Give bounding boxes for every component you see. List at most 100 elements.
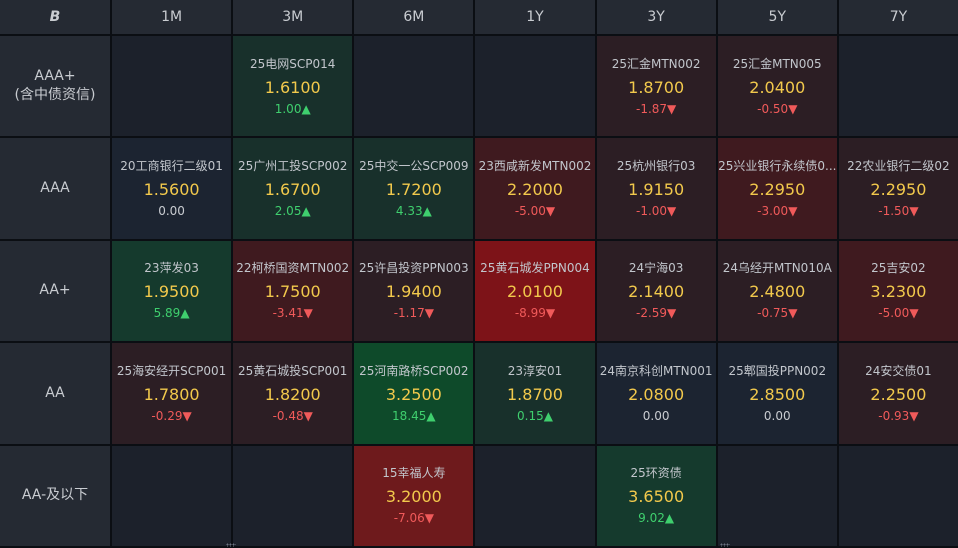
column-header-5y[interactable]: 5Y bbox=[717, 0, 837, 34]
bond-cell[interactable]: 25环资债 3.6500 9.02▲ bbox=[596, 445, 716, 546]
bond-cell[interactable]: 23淳安01 1.8700 0.15▲ bbox=[475, 343, 595, 444]
bond-cell[interactable]: 25兴业银行永续债0... 2.2950 -3.00▼ bbox=[717, 138, 837, 239]
down-arrow-icon: ▼ bbox=[788, 204, 798, 219]
bond-cell[interactable]: 24安交债01 2.2500 -0.93▼ bbox=[838, 343, 958, 444]
bond-cell[interactable]: 22柯桥国资MTN002 1.7500 -3.41▼ bbox=[233, 240, 353, 342]
column-resize-handle-icon[interactable] bbox=[226, 543, 236, 547]
yield-change: 0.00 bbox=[764, 409, 791, 424]
bond-yield: 1.8200 bbox=[264, 384, 321, 404]
bond-cell[interactable]: 25许昌投资PPN003 1.9400 -1.17▼ bbox=[354, 240, 474, 342]
yield-change: 1.00▲ bbox=[275, 102, 311, 117]
bond-cell[interactable]: 25广州工投SCP002 1.6700 2.05▲ bbox=[233, 138, 353, 239]
empty-cell bbox=[838, 445, 958, 546]
column-header-1m[interactable]: 1M bbox=[112, 0, 232, 34]
bond-cell[interactable]: 25杭州银行03 1.9150 -1.00▼ bbox=[596, 138, 716, 239]
row-header[interactable]: AA+ bbox=[0, 240, 110, 342]
bond-yield: 1.6100 bbox=[264, 77, 321, 97]
empty-cell bbox=[717, 445, 837, 546]
column-header-6m[interactable]: 6M bbox=[354, 0, 474, 34]
row-header-label: AAA+ bbox=[34, 68, 76, 85]
bond-name: 24安交债01 bbox=[865, 363, 932, 378]
bond-yield: 2.2500 bbox=[870, 384, 927, 404]
down-arrow-icon: ▼ bbox=[424, 306, 434, 321]
bond-cell[interactable]: 24南京科创MTN001 2.0800 0.00 bbox=[596, 343, 716, 444]
down-arrow-icon: ▼ bbox=[545, 306, 556, 321]
bond-cell[interactable]: 25中交一公SCP009 1.7200 4.33▲ bbox=[354, 138, 474, 239]
row-header-label: AAA bbox=[40, 180, 70, 197]
bond-cell[interactable]: 20工商银行二级01 1.5600 0.00 bbox=[112, 138, 232, 239]
row-header[interactable]: AA bbox=[0, 343, 110, 444]
bond-name: 20工商银行二级01 bbox=[120, 159, 223, 174]
down-arrow-icon: ▼ bbox=[667, 101, 677, 116]
bond-name: 25广州工投SCP002 bbox=[238, 159, 348, 174]
yield-change-value: 5.89 bbox=[153, 306, 181, 321]
bond-name: 25环资债 bbox=[630, 466, 682, 481]
column-header-3m[interactable]: 3M bbox=[233, 0, 353, 34]
down-arrow-icon: ▼ bbox=[545, 204, 556, 219]
bond-name: 22柯桥国资MTN002 bbox=[236, 261, 350, 276]
bond-yield: 2.2950 bbox=[749, 180, 806, 200]
bond-yield: 2.0800 bbox=[628, 384, 685, 404]
down-arrow-icon: ▼ bbox=[182, 408, 192, 423]
row-header-label: AA bbox=[45, 384, 65, 401]
yield-change: 0.00 bbox=[158, 204, 185, 219]
bond-cell[interactable]: 15幸福人寿 3.2000 -7.06▼ bbox=[354, 445, 474, 546]
bond-cell[interactable]: 23西咸新发MTN002 2.2000 -5.00▼ bbox=[475, 138, 595, 239]
up-arrow-icon: ▲ bbox=[180, 306, 190, 321]
yield-change: 0.00 bbox=[643, 409, 670, 424]
down-arrow-icon: ▼ bbox=[667, 204, 677, 219]
bond-yield: 1.7200 bbox=[385, 180, 442, 200]
bond-name: 24乌经开MTN010A bbox=[722, 261, 832, 276]
down-arrow-icon: ▼ bbox=[909, 306, 919, 321]
yield-change-value: 0.00 bbox=[158, 204, 185, 219]
corner-cell: B bbox=[0, 0, 110, 34]
bond-name: 25河南路桥SCP002 bbox=[359, 363, 469, 378]
row-header-label: AA+ bbox=[39, 282, 71, 299]
column-header-7y[interactable]: 7Y bbox=[838, 0, 958, 34]
yield-change: -0.50▼ bbox=[757, 102, 797, 117]
column-header-1y[interactable]: 1Y bbox=[475, 0, 595, 34]
bond-name: 25郫国投PPN002 bbox=[728, 363, 827, 378]
bond-cell[interactable]: 22农业银行二级02 2.2950 -1.50▼ bbox=[838, 138, 958, 239]
down-arrow-icon: ▼ bbox=[303, 408, 313, 423]
bond-cell[interactable]: 25河南路桥SCP002 3.2500 18.45▲ bbox=[354, 343, 474, 444]
bond-cell[interactable]: 24宁海03 2.1400 -2.59▼ bbox=[596, 240, 716, 342]
up-arrow-icon: ▲ bbox=[301, 204, 311, 219]
up-arrow-icon: ▲ bbox=[426, 408, 436, 423]
bond-cell[interactable]: 25汇金MTN002 1.8700 -1.87▼ bbox=[596, 36, 716, 137]
bond-cell[interactable]: 25海安经开SCP001 1.7800 -0.29▼ bbox=[112, 343, 232, 444]
yield-change-value: -0.48 bbox=[272, 408, 304, 423]
bond-cell[interactable]: 25郫国投PPN002 2.8500 0.00 bbox=[717, 343, 837, 444]
bond-cell[interactable]: 25黄石城投SCP001 1.8200 -0.48▼ bbox=[233, 343, 353, 444]
bond-name: 23萍发03 bbox=[144, 261, 199, 276]
bond-yield: 2.0100 bbox=[507, 282, 563, 302]
row-header[interactable]: AAA bbox=[0, 138, 110, 239]
bond-cell[interactable]: 25吉安02 3.2300 -5.00▼ bbox=[838, 240, 958, 342]
yield-change: -5.00▼ bbox=[515, 204, 555, 219]
bond-yield: 2.0400 bbox=[749, 77, 806, 97]
yield-change-value: -1.17 bbox=[393, 306, 425, 321]
bond-cell[interactable]: 23萍发03 1.9500 5.89▲ bbox=[112, 240, 232, 342]
bond-yield: 2.2950 bbox=[870, 180, 927, 200]
yield-change: 2.05▲ bbox=[275, 204, 311, 219]
bond-yield: 3.2500 bbox=[385, 384, 442, 404]
bond-yield: 1.9400 bbox=[385, 282, 442, 302]
yield-change-value: -3.41 bbox=[272, 306, 304, 321]
bond-name: 25兴业银行永续债0... bbox=[718, 159, 837, 174]
yield-change: -0.48▼ bbox=[273, 409, 313, 424]
yield-change-value: 9.02 bbox=[638, 511, 665, 526]
column-header-3y[interactable]: 3Y bbox=[596, 0, 716, 34]
bond-cell[interactable]: 25汇金MTN005 2.0400 -0.50▼ bbox=[717, 36, 837, 137]
row-header[interactable]: AAA+ (含中债资信) bbox=[0, 36, 110, 137]
bond-cell[interactable]: 25电网SCP014 1.6100 1.00▲ bbox=[233, 36, 353, 137]
yield-change: 9.02▲ bbox=[638, 511, 674, 526]
yield-change-value: -3.00 bbox=[757, 204, 789, 219]
bond-cell[interactable]: 24乌经开MTN010A 2.4800 -0.75▼ bbox=[717, 240, 837, 342]
row-header[interactable]: AA-及以下 bbox=[0, 445, 110, 546]
row-header-label: (含中债资信) bbox=[14, 87, 96, 104]
bond-cell[interactable]: 25黄石城发PPN004 2.0100 -8.99▼ bbox=[475, 240, 595, 342]
down-arrow-icon: ▼ bbox=[909, 408, 919, 423]
empty-cell bbox=[475, 36, 595, 137]
column-resize-handle-icon[interactable] bbox=[720, 543, 730, 547]
